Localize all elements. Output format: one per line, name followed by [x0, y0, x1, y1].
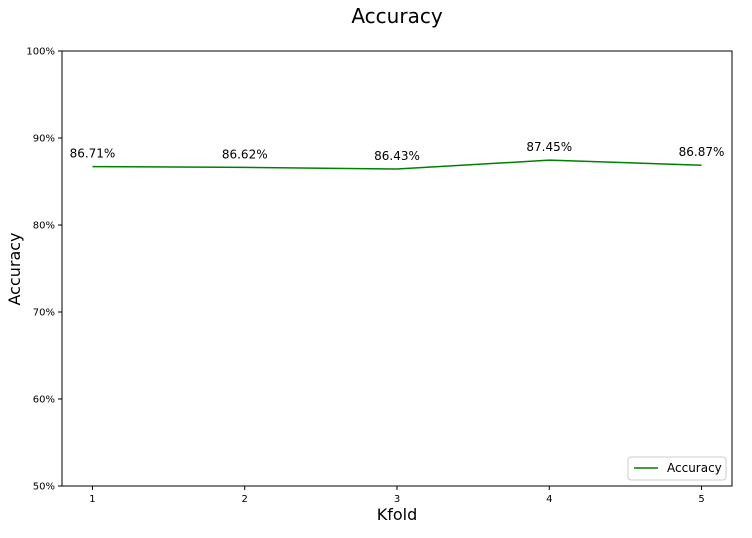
data-label: 87.45%: [526, 140, 572, 154]
y-tick-label: 90%: [33, 134, 55, 145]
plot-area: 50% 60% 70% 80% 90% 100% 1 2 3 4 5 86.71% 86.62% 86.4…: [26, 47, 733, 505]
legend: Accuracy: [627, 456, 727, 481]
x-tick-label: 3: [394, 494, 400, 505]
x-axis-label: Kfold: [377, 505, 418, 524]
y-tick-label: 50%: [33, 482, 55, 493]
axes-frame: [61, 50, 733, 487]
y-tick-label: 70%: [33, 308, 55, 319]
data-label: 86.62%: [222, 147, 268, 161]
x-tick-label: 1: [89, 494, 95, 505]
y-tick-label: 100%: [26, 47, 55, 58]
legend-box: [627, 456, 727, 481]
x-tick-label: 4: [546, 494, 552, 505]
chart-title: Accuracy: [351, 4, 442, 28]
data-label: 86.71%: [70, 147, 116, 161]
series-line-accuracy: [92, 159, 702, 170]
y-tick-label: 80%: [33, 221, 55, 232]
y-tick-label: 60%: [33, 395, 55, 406]
data-label: 86.87%: [679, 145, 725, 159]
data-label: 86.43%: [374, 149, 420, 163]
x-tick-label: 5: [698, 494, 704, 505]
y-axis-label: Accuracy: [5, 232, 24, 305]
legend-label: Accuracy: [667, 461, 722, 475]
x-tick-label: 2: [242, 494, 248, 505]
